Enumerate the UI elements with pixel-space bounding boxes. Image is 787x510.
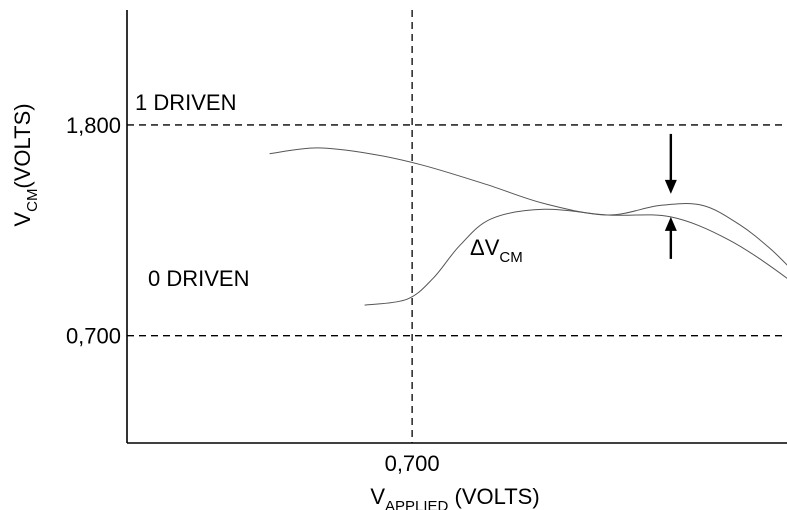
arrow-up-icon — [664, 216, 677, 231]
grid-lines — [127, 10, 787, 443]
series-line-0 — [269, 147, 787, 266]
y-axis-label: VCM(VOLTS) — [10, 103, 41, 226]
delta-vcm-annotation — [664, 133, 677, 259]
series-lines — [269, 147, 787, 306]
series-label-0-driven: 0 DRIVEN — [148, 266, 249, 291]
arrow-down-icon — [664, 179, 677, 194]
y-tick-label-1: 1,800 — [66, 113, 121, 138]
x-axis-label: VAPPLIED (VOLTS) — [370, 484, 539, 510]
delta-vcm-label: ΔVCM — [470, 235, 523, 266]
y-tick-label-0: 0,700 — [66, 324, 121, 349]
series-label-1-driven: 1 DRIVEN — [135, 90, 236, 115]
x-tick-label-0: 0,700 — [385, 451, 440, 476]
series-line-1 — [364, 208, 787, 306]
